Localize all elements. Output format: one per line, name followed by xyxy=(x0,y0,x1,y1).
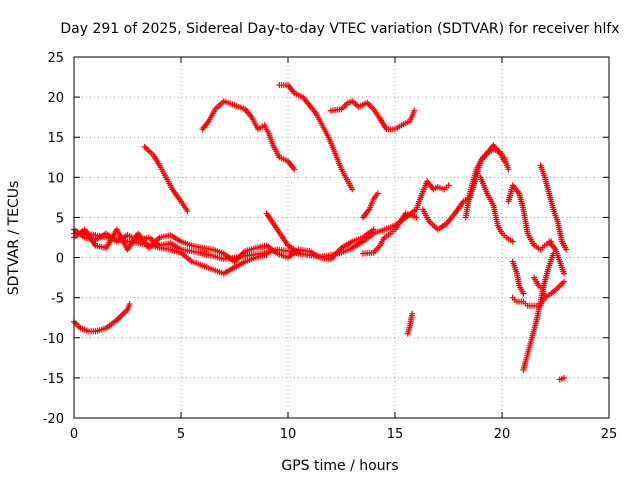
y-axis-label: SDTVAR / TECUs xyxy=(6,181,22,296)
y-tick-label: 25 xyxy=(47,51,64,66)
data-point xyxy=(411,107,418,114)
data-point xyxy=(509,238,516,245)
x-tick-label: 0 xyxy=(70,427,78,442)
y-tick-label: -5 xyxy=(51,292,64,307)
y-tick-label: 0 xyxy=(56,252,64,267)
x-tick-label: 5 xyxy=(177,427,185,442)
y-tick-label: 5 xyxy=(56,211,64,226)
y-tick-label: -20 xyxy=(43,412,64,427)
x-tick-label: 15 xyxy=(387,427,404,442)
x-tick-label: 25 xyxy=(601,427,618,442)
x-tick-label: 20 xyxy=(494,427,511,442)
data-point xyxy=(561,278,568,285)
plot-frame xyxy=(73,56,610,419)
data-point xyxy=(445,182,452,189)
data-point xyxy=(370,226,377,233)
data-point xyxy=(505,166,512,173)
data-point xyxy=(184,208,191,215)
data-point xyxy=(561,270,568,277)
y-tick-label: 20 xyxy=(47,91,64,106)
data-point xyxy=(501,158,508,165)
y-tick-label: -15 xyxy=(43,372,64,387)
data-point xyxy=(263,251,270,258)
data-point xyxy=(126,301,133,308)
data-point xyxy=(520,290,527,297)
data-point xyxy=(409,310,416,317)
data-point xyxy=(349,186,356,193)
data-point xyxy=(563,246,570,253)
y-tick-label: -10 xyxy=(43,332,64,347)
chart-title: Day 291 of 2025, Sidereal Day-to-day VTE… xyxy=(60,21,619,37)
data-point xyxy=(374,190,381,197)
data-point xyxy=(291,166,298,173)
data-points xyxy=(71,82,570,383)
axis-ticks: 0 5 10 15 20 25 -20 -15 -10 -5 0 5 10 15 20 25 xyxy=(43,51,618,442)
data-point xyxy=(413,214,420,221)
grid-lines xyxy=(74,57,609,418)
y-tick-label: 10 xyxy=(47,171,64,186)
y-tick-label: 15 xyxy=(47,131,64,146)
data-point xyxy=(295,249,302,256)
x-tick-label: 10 xyxy=(280,427,297,442)
x-axis-label: GPS time / hours xyxy=(281,458,398,474)
data-point xyxy=(561,374,568,381)
